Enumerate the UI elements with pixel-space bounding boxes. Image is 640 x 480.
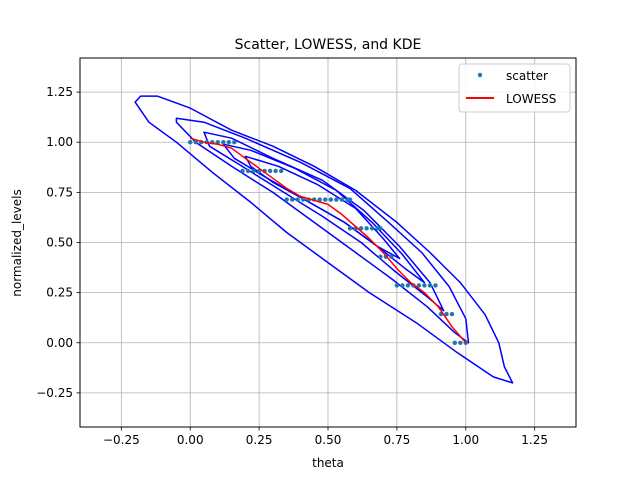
legend-lowess-label: LOWESS	[506, 92, 556, 106]
legend: scatter LOWESS	[458, 63, 571, 113]
x-axis: −0.25 0.00 0.25 0.50 0.75 1.00 1.25	[103, 427, 548, 447]
y-tick-label: 0.75	[46, 185, 73, 199]
x-tick-label: 0.50	[315, 433, 342, 447]
scatter-point	[400, 283, 405, 288]
scatter-point	[221, 140, 226, 145]
scatter-point	[279, 168, 284, 174]
scatter-point	[394, 283, 400, 288]
scatter-point	[405, 283, 411, 288]
y-tick-label: 0.25	[46, 286, 73, 300]
scatter-point	[458, 340, 463, 345]
scatter-point	[433, 283, 438, 288]
scatter-point	[364, 226, 369, 231]
x-tick-label: 0.00	[177, 433, 204, 447]
legend-scatter-label: scatter	[506, 69, 548, 83]
kde-contour-5	[244, 155, 401, 260]
legend-box	[458, 63, 571, 113]
scatter-point	[251, 168, 256, 174]
x-tick-label: 0.75	[384, 433, 411, 447]
scatter-point	[245, 168, 251, 174]
x-axis-label: theta	[312, 456, 344, 470]
scatter-point	[323, 197, 328, 202]
y-tick-label: −0.25	[36, 386, 73, 400]
scatter-point	[378, 254, 383, 259]
scatter-point	[295, 197, 300, 202]
plot-area	[79, 57, 577, 428]
scatter-point	[284, 197, 289, 202]
kde-contour-1	[134, 95, 514, 384]
x-tick-label: 1.25	[521, 433, 548, 447]
y-tick-label: 1.00	[46, 135, 73, 149]
legend-scatter-marker	[477, 72, 483, 78]
scatter-point	[290, 197, 295, 202]
scatter-point	[347, 197, 353, 202]
scatter-point	[193, 140, 198, 145]
y-tick-label: 1.25	[46, 85, 73, 99]
scatter-point	[188, 140, 193, 145]
scatter-point	[301, 197, 306, 202]
scatter-point	[444, 311, 449, 317]
scatter-point	[378, 226, 383, 231]
scatter-point	[240, 168, 245, 174]
x-tick-label: 0.25	[246, 433, 273, 447]
scatter-point	[389, 254, 394, 259]
y-axis: −0.25 0.00 0.25 0.50 0.75 1.00 1.25	[36, 85, 80, 400]
scatter-point	[452, 340, 457, 345]
lowess-series	[189, 137, 467, 344]
grid	[80, 58, 576, 427]
scatter-point	[317, 197, 322, 202]
scatter-point	[226, 140, 231, 145]
scatter-point	[267, 168, 273, 174]
y-tick-label: 0.00	[46, 336, 73, 350]
chart-title: Scatter, LOWESS, and KDE	[235, 37, 422, 53]
x-tick-label: −0.25	[103, 433, 140, 447]
scatter-point	[232, 140, 237, 145]
scatter-point	[369, 226, 375, 231]
scatter-point	[347, 226, 353, 231]
lowess-line	[189, 137, 467, 344]
scatter-point	[422, 283, 427, 288]
scatter-point	[449, 311, 455, 317]
x-tick-label: 1.00	[452, 433, 479, 447]
scatter-point	[273, 168, 278, 174]
y-axis-label: normalized_levels	[10, 189, 24, 296]
y-tick-label: 0.50	[46, 236, 73, 250]
scatter-point	[334, 197, 339, 202]
scatter-point	[339, 197, 344, 202]
scatter-point	[427, 283, 433, 288]
scatter-point	[416, 283, 422, 288]
scatter-point	[328, 197, 333, 202]
